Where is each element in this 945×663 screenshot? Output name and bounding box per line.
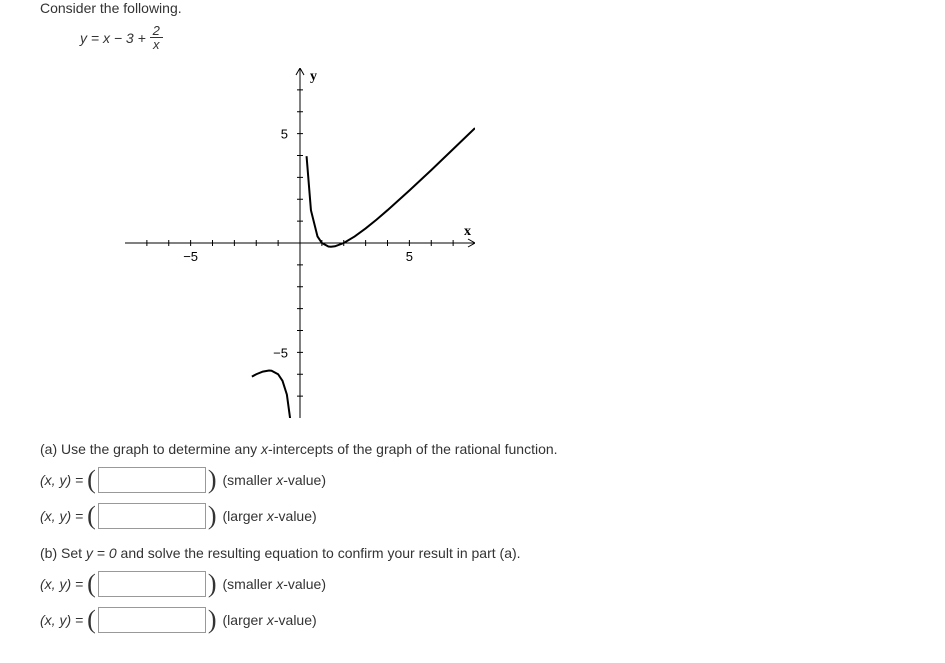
part-a-text: (a) Use the graph to determine any x-int… (40, 441, 940, 457)
part-b-row-1: (x, y) = ( ) (smaller x-value) (40, 571, 940, 597)
open-paren: ( (87, 467, 96, 493)
close-paren: ) (208, 503, 217, 529)
part-a-input-smaller[interactable] (98, 467, 206, 493)
part-b-before: (b) Set (40, 545, 86, 561)
equation: y = x − 3 + 2x (80, 26, 940, 53)
close-paren: ) (208, 607, 217, 633)
hint-larger: (larger x-value) (223, 508, 317, 524)
part-b-text: (b) Set y = 0 and solve the resulting eq… (40, 545, 940, 561)
open-paren: ( (87, 571, 96, 597)
xy-label: (x, y) = (40, 612, 83, 628)
svg-text:5: 5 (281, 127, 288, 142)
xy-label: (x, y) = (40, 576, 83, 592)
equation-lhs: y = x − 3 + (80, 30, 150, 46)
part-a-input-larger[interactable] (98, 503, 206, 529)
hint-smaller: (smaller x-value) (223, 576, 326, 592)
part-b-after: and solve the resulting equation to conf… (121, 545, 521, 561)
part-b-input-larger[interactable] (98, 607, 206, 633)
close-paren: ) (208, 467, 217, 493)
xy-label: (x, y) = (40, 508, 83, 524)
svg-text:−5: −5 (273, 345, 288, 360)
equation-fraction: 2x (150, 24, 163, 51)
part-a-ital: x (261, 441, 268, 457)
graph-svg: −5 5 5 −5 x y (125, 68, 475, 418)
fraction-numerator: 2 (150, 24, 163, 38)
part-b-input-smaller[interactable] (98, 571, 206, 597)
hint-larger: (larger x-value) (223, 612, 317, 628)
fraction-denominator: x (150, 38, 163, 51)
xy-label: (x, y) = (40, 472, 83, 488)
svg-text:x: x (464, 224, 471, 239)
part-a-row-2: (x, y) = ( ) (larger x-value) (40, 503, 940, 529)
part-a-row-1: (x, y) = ( ) (smaller x-value) (40, 467, 940, 493)
open-paren: ( (87, 607, 96, 633)
part-a-after: -intercepts of the graph of the rational… (268, 441, 558, 457)
svg-text:y: y (310, 69, 317, 84)
part-b-row-2: (x, y) = ( ) (larger x-value) (40, 607, 940, 633)
part-b-eq: y = 0 (86, 545, 121, 561)
svg-text:−5: −5 (183, 249, 198, 264)
close-paren: ) (208, 571, 217, 597)
graph: −5 5 5 −5 x y (125, 68, 940, 421)
part-a-before: (a) Use the graph to determine any (40, 441, 261, 457)
prompt-text: Consider the following. (40, 0, 940, 16)
problem-container: Consider the following. y = x − 3 + 2x −… (40, 0, 940, 633)
svg-text:5: 5 (406, 249, 413, 264)
open-paren: ( (87, 503, 96, 529)
hint-smaller: (smaller x-value) (223, 472, 326, 488)
